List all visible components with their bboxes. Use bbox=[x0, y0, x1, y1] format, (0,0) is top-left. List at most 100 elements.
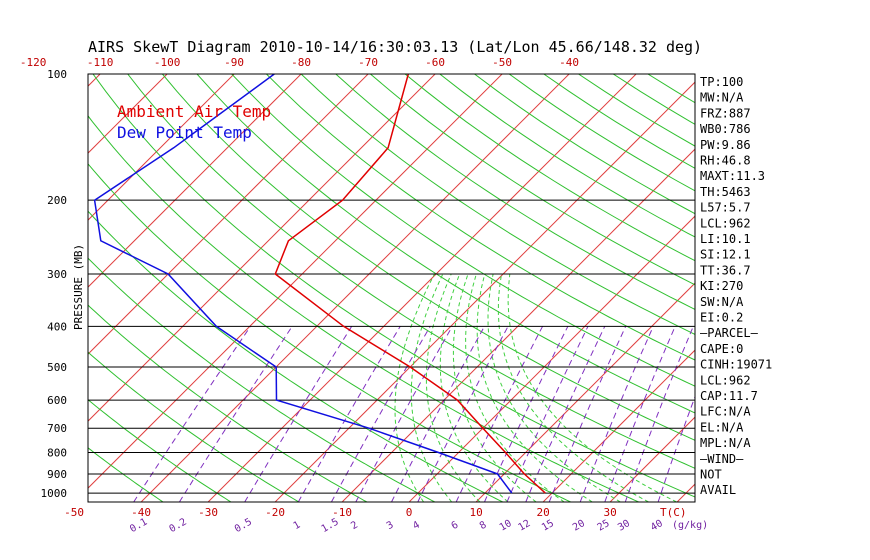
chart-title: AIRS SkewT Diagram 2010-10-14/16:30:03.1… bbox=[88, 38, 702, 56]
mixing-ratio-tick-label: 0.1 bbox=[128, 517, 149, 536]
mixing-ratio-tick-label: 3 bbox=[385, 520, 396, 533]
dry-adiabat-line bbox=[92, 74, 695, 498]
moist-adiabat-line bbox=[507, 273, 677, 502]
dry-adiabat-line bbox=[162, 74, 695, 441]
bottom-temp-unit: T(C) bbox=[660, 506, 687, 519]
moist-adiabat-line bbox=[497, 273, 649, 502]
top-temp-tick-label: -90 bbox=[224, 56, 244, 69]
mixing-ratio-line bbox=[391, 326, 485, 502]
mixing-ratio-line bbox=[330, 326, 431, 502]
dry-adiabat-line bbox=[88, 210, 504, 502]
bottom-temp-tick-label: 10 bbox=[469, 506, 482, 519]
mixing-ratio-tick-label: 0.5 bbox=[233, 517, 254, 536]
isotherm-line bbox=[475, 282, 695, 502]
mixing-ratio-tick-label: 1 bbox=[292, 520, 303, 533]
top-temp-tick-label: -100 bbox=[154, 56, 181, 69]
pressure-tick-label: 100 bbox=[47, 68, 67, 81]
top-temp-tick-label: -50 bbox=[492, 56, 512, 69]
bottom-temp-tick-label: 20 bbox=[536, 506, 549, 519]
index-item: —PARCEL— bbox=[700, 326, 759, 340]
mixing-ratio-line bbox=[244, 326, 353, 502]
dry-adiabat-line bbox=[88, 257, 436, 502]
pressure-tick-label: 700 bbox=[47, 422, 67, 435]
isotherm-line bbox=[811, 74, 870, 502]
isotherm-line bbox=[88, 74, 168, 154]
index-item: AVAIL bbox=[700, 483, 736, 497]
moist-adiabat-line bbox=[487, 273, 621, 502]
dry-adiabat-line bbox=[335, 74, 695, 310]
pressure-tick-label: 300 bbox=[47, 268, 67, 281]
mixing-ratio-line bbox=[355, 326, 453, 502]
mixing-ratio-line bbox=[417, 326, 509, 502]
index-item: L57:5.7 bbox=[700, 201, 751, 215]
isotherm-line bbox=[88, 74, 436, 422]
mixing-ratio-tick-label: 8 bbox=[478, 520, 489, 533]
moist-adiabat-line bbox=[425, 273, 481, 502]
isotherm-line bbox=[207, 74, 637, 502]
bottom-temp-tick-label: 0 bbox=[406, 506, 413, 519]
isotherm-line bbox=[542, 349, 695, 502]
dry-adiabat-line bbox=[300, 74, 695, 335]
pressure-tick-label: 200 bbox=[47, 194, 67, 207]
index-item: SI:12.1 bbox=[700, 248, 751, 262]
moist-adiabat-line bbox=[410, 273, 453, 502]
mixing-ratio-line bbox=[604, 326, 676, 502]
mixing-ratio-tick-label: 25 bbox=[596, 518, 612, 534]
top-temp-tick-label: -60 bbox=[425, 56, 445, 69]
top-temp-tick-label: -70 bbox=[358, 56, 378, 69]
y-axis-label: PRESSURE (MB) bbox=[72, 244, 85, 330]
top-temp-tick-label: -120 bbox=[20, 56, 47, 69]
mixing-ratio-tick-label: 20 bbox=[571, 518, 587, 534]
mixing-ratio-line bbox=[624, 326, 694, 502]
ambient-air-temp-line bbox=[274, 74, 546, 494]
dry-adiabat-line bbox=[370, 74, 695, 286]
bottom-temp-tick-label: 30 bbox=[603, 506, 616, 519]
pressure-tick-label: 500 bbox=[47, 361, 67, 374]
mixing-ratio-line bbox=[506, 326, 589, 502]
isotherm-line bbox=[0, 74, 33, 502]
isotherm-line bbox=[88, 74, 369, 355]
isotherm-line bbox=[744, 74, 870, 502]
isotherm-line bbox=[88, 74, 503, 489]
mixing-ratio-tick-label: 10 bbox=[498, 518, 514, 534]
moist-adiabat-line bbox=[439, 273, 509, 502]
index-item: —WIND— bbox=[700, 452, 744, 466]
pressure-tick-label: 800 bbox=[47, 447, 67, 460]
dry-adiabat-line bbox=[196, 74, 695, 414]
legend-dew-point-temp: Dew Point Temp bbox=[117, 123, 252, 142]
index-item: LI:10.1 bbox=[700, 232, 751, 246]
isotherm-line bbox=[408, 215, 695, 502]
mixing-ratio-line bbox=[178, 326, 293, 502]
background-grid bbox=[0, 74, 870, 502]
index-item: KI:270 bbox=[700, 279, 743, 293]
dew-point-temp-line bbox=[93, 74, 513, 494]
mixing-ratio-line bbox=[525, 326, 606, 502]
mixing-ratio-line bbox=[657, 395, 695, 502]
isotherm-line bbox=[88, 74, 235, 221]
dry-adiabat-line bbox=[88, 163, 571, 502]
mixing-ratio-line bbox=[297, 326, 401, 502]
index-item: MW:N/A bbox=[700, 91, 744, 105]
dry-adiabat-line bbox=[88, 447, 164, 502]
bottom-temp-tick-label: -50 bbox=[64, 506, 84, 519]
dry-adiabat-line bbox=[266, 74, 695, 361]
mixing-ratio-tick-label: 1.5 bbox=[320, 517, 341, 536]
dry-adiabat-line bbox=[88, 399, 232, 502]
isotherm-line bbox=[140, 74, 570, 502]
index-item: EL:N/A bbox=[700, 420, 744, 434]
pressure-tick-label: 1000 bbox=[41, 487, 68, 500]
index-item: PW:9.86 bbox=[700, 138, 751, 152]
index-item: CAP:11.7 bbox=[700, 389, 758, 403]
isotherm-line bbox=[88, 74, 302, 288]
pressure-tick-label: 600 bbox=[47, 394, 67, 407]
index-item: FRZ:887 bbox=[700, 106, 751, 120]
moist-adiabat-line bbox=[465, 273, 565, 502]
index-item: CAPE:0 bbox=[700, 342, 743, 356]
isotherm-line bbox=[274, 81, 695, 502]
moist-adiabat-line bbox=[476, 273, 593, 502]
plot-frame bbox=[87, 73, 696, 503]
dry-adiabat-line bbox=[404, 74, 695, 262]
